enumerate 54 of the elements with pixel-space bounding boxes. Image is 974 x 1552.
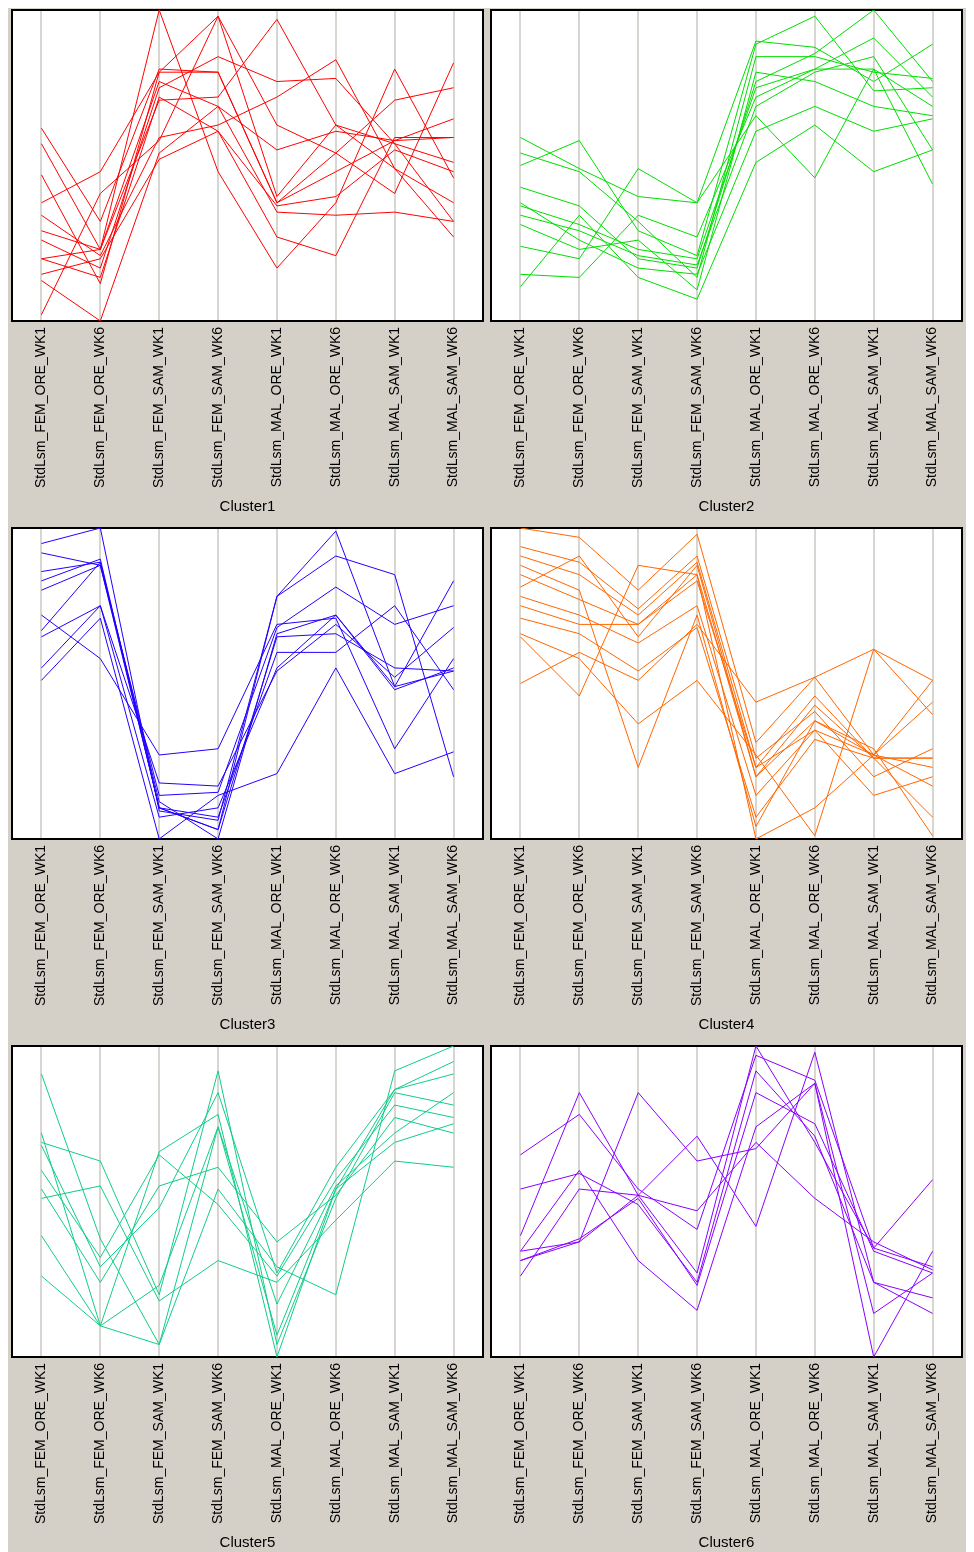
text: Cluster4 (698, 1015, 755, 1033)
x-tick-label: StdLsm_MAL_SAM_WK6 (923, 326, 940, 488)
text: Cluster6 (698, 1533, 755, 1551)
x-tick-label: StdLsm_FEM_SAM_WK6 (208, 844, 225, 1007)
x-tick-label: StdLsm_MAL_SAM_WK6 (923, 844, 940, 1006)
x-tick-label: StdLsm_MAL_SAM_WK1 (864, 326, 881, 488)
x-tick-label: StdLsm_FEM_SAM_WK1 (150, 326, 167, 489)
x-tick-label: StdLsm_MAL_SAM_WK6 (923, 1362, 940, 1524)
x-tick-label: StdLsm_MAL_ORE_WK1 (746, 1362, 763, 1524)
text: Cluster2 (698, 497, 755, 515)
x-tick-label: StdLsm_FEM_SAM_WK1 (150, 844, 167, 1007)
x-tick-label: StdLsm_FEM_ORE_WK1 (511, 326, 528, 489)
x-tick-label: StdLsm_MAL_ORE_WK1 (267, 1362, 284, 1524)
x-tick-label: StdLsm_FEM_SAM_WK6 (687, 1362, 704, 1525)
x-tick-label: StdLsm_FEM_SAM_WK1 (629, 844, 646, 1007)
x-tick-label: StdLsm_FEM_ORE_WK6 (570, 844, 587, 1007)
x-tick-label: StdLsm_MAL_SAM_WK1 (864, 844, 881, 1006)
text: Cluster3 (219, 1015, 276, 1033)
x-tick-label: StdLsm_MAL_SAM_WK1 (385, 844, 402, 1006)
x-tick-label: StdLsm_FEM_ORE_WK1 (32, 326, 49, 489)
x-tick-label: StdLsm_MAL_ORE_WK6 (805, 1362, 822, 1524)
x-tick-label: StdLsm_FEM_ORE_WK6 (91, 844, 108, 1007)
x-tick-label: StdLsm_MAL_ORE_WK6 (805, 326, 822, 488)
x-tick-label: StdLsm_MAL_ORE_WK1 (746, 326, 763, 488)
x-tick-label: StdLsm_FEM_SAM_WK6 (687, 844, 704, 1007)
x-tick-label: StdLsm_FEM_ORE_WK6 (570, 1362, 587, 1525)
x-tick-label: StdLsm_FEM_SAM_WK1 (629, 326, 646, 489)
x-tick-label: StdLsm_MAL_ORE_WK6 (326, 844, 343, 1006)
x-tick-label: StdLsm_FEM_ORE_WK6 (570, 326, 587, 489)
x-tick-label: StdLsm_FEM_SAM_WK6 (687, 326, 704, 489)
x-tick-label: StdLsm_FEM_ORE_WK6 (91, 326, 108, 489)
x-tick-label: StdLsm_MAL_SAM_WK1 (864, 1362, 881, 1524)
x-tick-label: StdLsm_MAL_SAM_WK1 (385, 1362, 402, 1524)
x-tick-label: StdLsm_FEM_SAM_WK6 (208, 326, 225, 489)
x-tick-label: StdLsm_MAL_SAM_WK6 (444, 1362, 461, 1524)
x-tick-label: StdLsm_FEM_ORE_WK1 (511, 1362, 528, 1525)
x-tick-label: StdLsm_FEM_SAM_WK1 (629, 1362, 646, 1525)
x-tick-label: StdLsm_FEM_SAM_WK1 (150, 1362, 167, 1525)
x-tick-label: StdLsm_MAL_ORE_WK1 (267, 844, 284, 1006)
x-tick-label: StdLsm_FEM_ORE_WK1 (32, 844, 49, 1007)
x-tick-label: StdLsm_FEM_SAM_WK6 (208, 1362, 225, 1525)
x-tick-label: StdLsm_MAL_ORE_WK6 (326, 1362, 343, 1524)
x-tick-label: StdLsm_FEM_ORE_WK1 (32, 1362, 49, 1525)
x-tick-label: StdLsm_MAL_ORE_WK6 (326, 326, 343, 488)
x-tick-label: StdLsm_MAL_ORE_WK1 (267, 326, 284, 488)
x-tick-label: StdLsm_MAL_SAM_WK6 (444, 844, 461, 1006)
x-tick-label: StdLsm_MAL_SAM_WK6 (444, 326, 461, 488)
text: Cluster1 (219, 497, 276, 515)
text: Cluster5 (219, 1533, 276, 1551)
x-tick-label: StdLsm_MAL_SAM_WK1 (385, 326, 402, 488)
x-tick-label: StdLsm_MAL_ORE_WK1 (746, 844, 763, 1006)
x-tick-label: StdLsm_MAL_ORE_WK6 (805, 844, 822, 1006)
x-tick-label: StdLsm_FEM_ORE_WK1 (511, 844, 528, 1007)
x-tick-label: StdLsm_FEM_ORE_WK6 (91, 1362, 108, 1525)
